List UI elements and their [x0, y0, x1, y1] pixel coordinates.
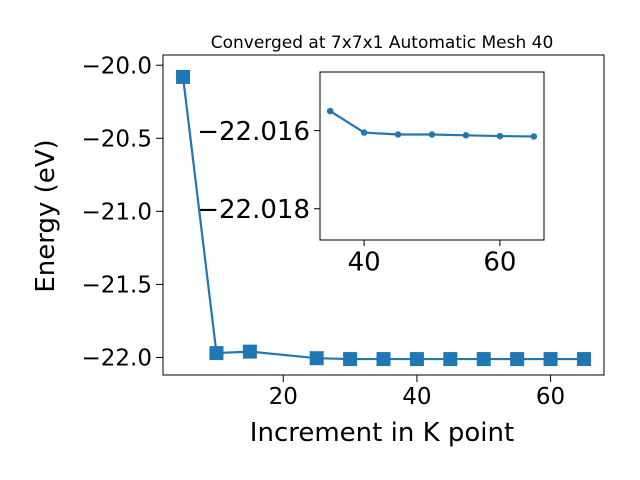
main-data-point	[510, 352, 525, 367]
inset-axes-frame	[319, 71, 545, 241]
main-data-point	[309, 351, 324, 366]
main-data-point	[209, 346, 224, 361]
main-data-point	[476, 352, 491, 367]
main-x-tick-label: 40	[402, 384, 431, 410]
main-plot-area	[176, 69, 591, 367]
inset-data-point	[360, 129, 368, 136]
chart-title: Converged at 7x7x1 Automatic Mesh 40	[211, 33, 554, 53]
main-y-tick-label: −20.5	[82, 127, 152, 153]
inset-chart: −22.018 −22.016 40 60	[197, 71, 545, 278]
main-data-point	[242, 344, 257, 359]
inset-data-point	[326, 107, 334, 115]
inset-y-tick-label: −22.018	[197, 195, 310, 225]
inset-x-tick-label: 60	[483, 248, 516, 278]
main-data-point	[543, 352, 558, 367]
inset-data-point	[530, 133, 538, 140]
inset-background	[320, 72, 544, 240]
main-data-point	[176, 69, 191, 84]
main-data-point	[343, 352, 358, 367]
main-chart: −20.0 −20.5 −21.0 −21.5 −22.0 20 40 60 Converg…	[31, 33, 605, 448]
inset-data-point	[394, 131, 402, 138]
inset-y-tick-label: −22.016	[197, 117, 310, 147]
main-x-ticks: 20 40 60	[269, 375, 565, 410]
inset-y-ticks: −22.018 −22.016	[197, 117, 320, 225]
main-x-tick-label: 20	[269, 384, 298, 410]
main-data-point	[576, 352, 591, 367]
inset-x-tick-label: 40	[348, 248, 381, 278]
main-y-tick-label: −21.5	[82, 273, 152, 299]
inset-data-point	[428, 131, 436, 138]
main-y-ticks: −20.0 −20.5 −21.0 −21.5 −22.0	[82, 54, 163, 372]
inset-x-ticks: 40 60	[348, 240, 516, 278]
inset-data-point	[496, 132, 504, 140]
main-data-point	[409, 352, 424, 367]
x-axis-label: Increment in K point	[250, 418, 514, 448]
main-y-tick-label: −21.0	[82, 200, 152, 226]
y-axis-label: Energy (eV)	[31, 139, 61, 292]
main-y-tick-label: −22.0	[82, 346, 152, 372]
main-data-point	[443, 352, 458, 367]
main-axes-frame	[162, 54, 605, 376]
inset-plot-area	[326, 107, 538, 140]
main-x-tick-label: 60	[536, 384, 565, 410]
inset-data-point	[462, 132, 470, 139]
main-data-point	[376, 352, 391, 367]
main-y-tick-label: −20.0	[82, 54, 152, 80]
